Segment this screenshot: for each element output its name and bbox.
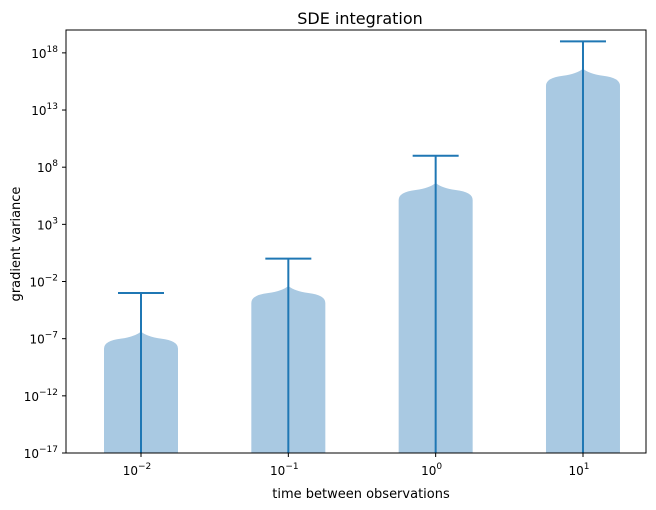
y-tick-label: 1013 [31,102,58,118]
y-tick-label: 103 [37,216,58,232]
y-tick-label: 108 [37,159,58,175]
x-axis-label: time between observations [272,487,450,502]
y-axis-label: gradient variance [9,187,24,302]
x-tick-label: 10−2 [123,462,152,478]
x-axis-ticks: 10−2 10−1 100 101 [123,453,589,478]
y-tick-label: 10−2 [29,274,58,290]
y-tick-label: 10−7 [29,331,58,347]
y-tick-label: 10−12 [24,388,58,404]
y-tick-label: 1018 [31,45,58,61]
violin-group [104,40,620,453]
y-tick-label: 10−17 [24,445,58,461]
x-tick-label: 10−1 [270,462,299,478]
y-axis-ticks: 10−17 10−12 10−7 10−2 103 108 1013 1018 [24,45,66,461]
x-tick-label: 100 [421,462,442,478]
plot-frame [65,29,647,454]
x-tick-label: 101 [568,462,589,478]
chart-title: SDE integration [297,9,423,28]
